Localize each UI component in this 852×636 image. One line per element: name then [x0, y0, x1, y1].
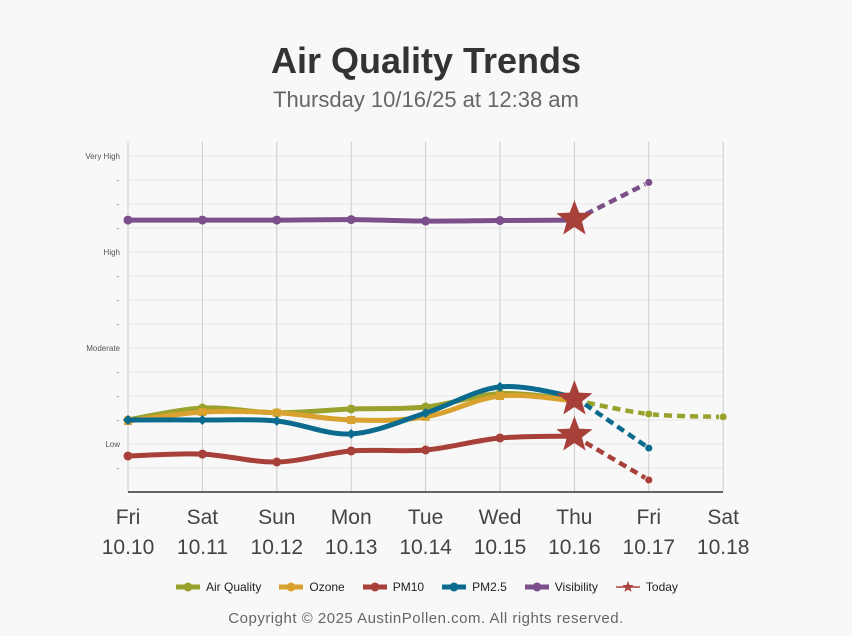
y-minor-tick: - [116, 416, 119, 425]
data-point-pm2-5 [495, 381, 505, 392]
legend-label: Visibility [554, 580, 598, 594]
copyright: Copyright © 2025 AustinPollen.com. All r… [228, 610, 624, 627]
y-minor-tick: - [116, 320, 119, 329]
x-tick-day: Mon [331, 506, 372, 529]
x-tick-date: 10.12 [251, 536, 304, 559]
legend-label: Ozone [309, 580, 345, 594]
legend-swatch-icon [442, 582, 467, 592]
data-point-visibility [272, 215, 282, 225]
today-star-marker [556, 380, 593, 415]
y-tick-label: High [104, 248, 120, 257]
data-point-pm10 [495, 433, 505, 443]
x-tick-day: Sat [187, 506, 219, 529]
legend-item[interactable]: PM2.5 [442, 580, 507, 594]
x-tick-day: Sat [707, 506, 739, 529]
data-point-visibility [123, 215, 133, 225]
y-minor-tick: - [116, 200, 119, 209]
legend-label: Air Quality [206, 580, 262, 594]
forecast-line-pm2-5 [573, 395, 651, 450]
data-point-pm10 [272, 457, 282, 467]
data-point-pm10 [197, 449, 207, 459]
forecast-point-air-quality [644, 409, 654, 419]
x-tick-date: 10.11 [177, 536, 228, 559]
x-tick-day: Thu [556, 506, 592, 529]
data-point-pm2-5 [271, 416, 282, 426]
y-minor-tick: - [116, 224, 119, 233]
x-tick-date: 10.10 [102, 536, 155, 559]
legend-swatch-icon [362, 582, 387, 592]
y-tick-label: Very High [85, 152, 120, 161]
y-minor-tick: - [116, 368, 119, 377]
x-tick-date: 10.17 [623, 536, 676, 559]
data-point-visibility [346, 215, 356, 225]
data-point-pm2-5 [197, 415, 208, 425]
legend-label: PM2.5 [472, 580, 507, 594]
legend-item[interactable]: Ozone [279, 580, 345, 594]
legend: Air Quality Ozone PM10 PM2.5 Visibility Today [176, 580, 678, 594]
star-icon [615, 581, 640, 592]
forecast-point-pm10 [644, 475, 654, 485]
y-minor-tick: - [116, 464, 119, 473]
chart-subtitle: Thursday 10/16/25 at 12:38 am [273, 87, 579, 112]
data-point-air-quality [421, 402, 431, 412]
legend-swatch-icon [279, 582, 304, 592]
legend-swatch-icon [176, 582, 200, 592]
data-point-air-quality [346, 404, 356, 414]
forecast-point-visibility [644, 177, 654, 187]
x-tick-day: Sun [258, 506, 295, 529]
today-star-marker [556, 200, 593, 235]
x-tick-day: Fri [637, 506, 662, 529]
legend-item[interactable]: PM10 [362, 580, 425, 594]
x-tick-date: 10.18 [697, 536, 750, 559]
data-point-pm10 [421, 445, 431, 455]
x-tick-day: Wed [479, 506, 522, 529]
x-tick-date: 10.15 [474, 536, 527, 559]
data-point-pm2-5 [420, 408, 431, 418]
legend-item[interactable]: Air Quality [176, 580, 261, 594]
legend-label: PM10 [392, 580, 425, 594]
legend-swatch-icon [524, 582, 549, 592]
legend-label: Today [645, 580, 678, 594]
data-point-ozone [496, 392, 504, 400]
y-tick-label: Low [105, 440, 120, 449]
y-minor-tick: - [116, 296, 119, 305]
forecast-point-air-quality [718, 412, 728, 422]
forecast-line-air-quality [573, 397, 724, 420]
forecast-point-pm2-5 [644, 443, 654, 453]
data-point-pm10 [346, 446, 356, 456]
data-point-ozone [272, 408, 281, 417]
x-tick-date: 10.14 [399, 536, 452, 559]
data-point-visibility [495, 216, 505, 226]
data-point-pm2-5 [346, 428, 357, 439]
forecast-line-pm10 [573, 434, 650, 482]
y-minor-tick: - [116, 392, 119, 401]
x-tick-date: 10.16 [548, 536, 601, 559]
data-point-ozone [347, 416, 356, 424]
today-star-marker [556, 416, 593, 451]
chart-title: Air Quality Trends [270, 40, 582, 81]
legend-item[interactable]: Today [615, 580, 678, 594]
y-minor-tick: - [116, 176, 119, 185]
y-tick-label: Moderate [86, 344, 120, 353]
data-point-visibility [421, 216, 431, 226]
data-point-pm10 [123, 451, 133, 461]
x-tick-date: 10.13 [325, 536, 378, 559]
legend-item[interactable]: Visibility [524, 580, 598, 594]
data-point-visibility [197, 215, 207, 225]
data-point-ozone [198, 408, 207, 417]
x-tick-day: Tue [408, 506, 443, 529]
y-minor-tick: - [116, 272, 119, 281]
x-tick-day: Fri [116, 506, 141, 529]
